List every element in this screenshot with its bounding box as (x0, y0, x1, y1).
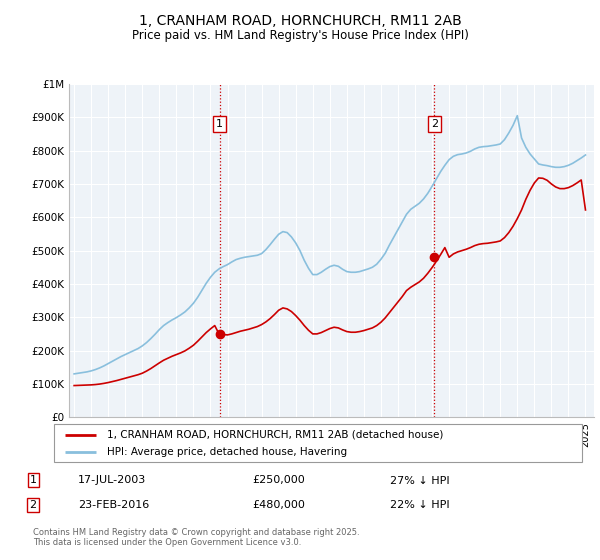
Text: 1: 1 (29, 475, 37, 486)
FancyBboxPatch shape (54, 424, 582, 462)
Text: 17-JUL-2003: 17-JUL-2003 (78, 475, 146, 486)
Text: 1, CRANHAM ROAD, HORNCHURCH, RM11 2AB: 1, CRANHAM ROAD, HORNCHURCH, RM11 2AB (139, 14, 461, 28)
Text: HPI: Average price, detached house, Havering: HPI: Average price, detached house, Have… (107, 447, 347, 458)
Text: Price paid vs. HM Land Registry's House Price Index (HPI): Price paid vs. HM Land Registry's House … (131, 29, 469, 42)
Text: 27% ↓ HPI: 27% ↓ HPI (390, 475, 449, 486)
Text: Contains HM Land Registry data © Crown copyright and database right 2025.
This d: Contains HM Land Registry data © Crown c… (33, 528, 359, 547)
Text: 22% ↓ HPI: 22% ↓ HPI (390, 500, 449, 510)
Text: 1, CRANHAM ROAD, HORNCHURCH, RM11 2AB (detached house): 1, CRANHAM ROAD, HORNCHURCH, RM11 2AB (d… (107, 430, 443, 440)
Text: 23-FEB-2016: 23-FEB-2016 (78, 500, 149, 510)
Text: 1: 1 (216, 119, 223, 129)
Text: 2: 2 (431, 119, 438, 129)
Text: 2: 2 (29, 500, 37, 510)
Text: £480,000: £480,000 (252, 500, 305, 510)
Text: £250,000: £250,000 (252, 475, 305, 486)
